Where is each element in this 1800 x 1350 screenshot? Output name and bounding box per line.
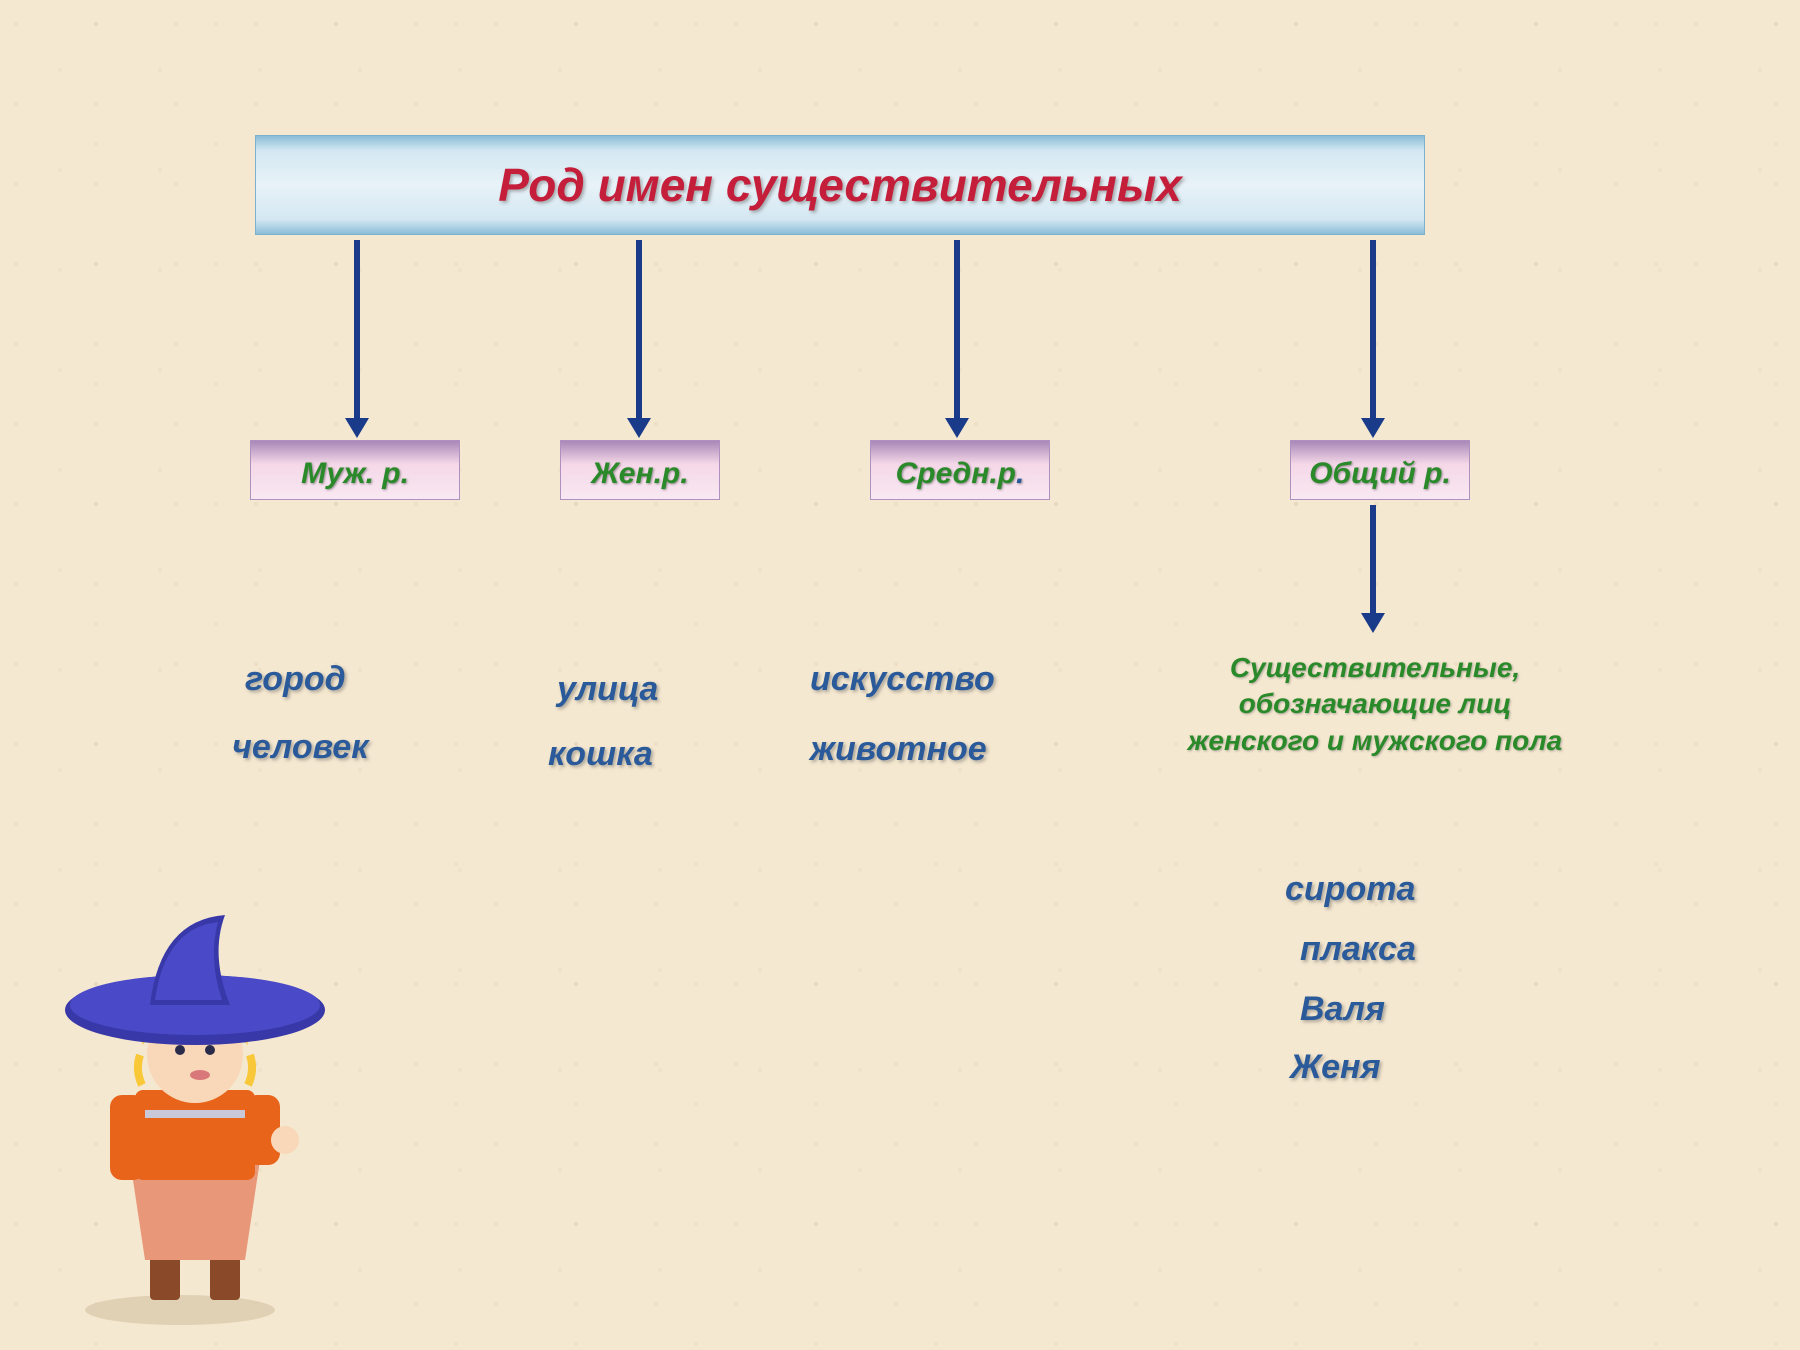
example-plaksa: плакса — [1300, 930, 1416, 969]
example-ulitsa: улица — [557, 670, 658, 709]
category-neuter: Средн.р. — [870, 440, 1050, 500]
example-chelovek: человек — [232, 728, 368, 767]
category-masculine: Муж. р. — [250, 440, 460, 500]
example-koshka: кошка — [548, 735, 653, 774]
arrow-to-masculine — [354, 240, 360, 420]
common-description: Существительные, обозначающие лиц женско… — [1170, 650, 1580, 759]
example-gorod: город — [245, 660, 346, 699]
example-zhivotnoe: животное — [810, 730, 987, 769]
example-zhenya: Женя — [1290, 1048, 1381, 1087]
arrow-common-to-desc — [1370, 505, 1376, 615]
category-feminine-label: Жен.р. — [591, 457, 688, 491]
example-iskusstvo: искусство — [810, 660, 995, 699]
example-sirota: сирота — [1285, 870, 1415, 909]
category-masculine-label: Муж. р. — [301, 457, 409, 491]
category-feminine: Жен.р. — [560, 440, 720, 500]
title-box: Род имен существительных — [255, 135, 1425, 235]
arrow-to-neuter — [954, 240, 960, 420]
cartoon-character-icon — [50, 910, 390, 1330]
arrow-to-feminine — [636, 240, 642, 420]
category-common: Общий р. — [1290, 440, 1470, 500]
category-common-label: Общий р. — [1309, 457, 1451, 491]
arrow-to-common — [1370, 240, 1376, 420]
example-valya: Валя — [1300, 990, 1385, 1029]
title-text: Род имен существительных — [498, 158, 1182, 212]
category-neuter-label: Средн.р. — [896, 457, 1025, 491]
